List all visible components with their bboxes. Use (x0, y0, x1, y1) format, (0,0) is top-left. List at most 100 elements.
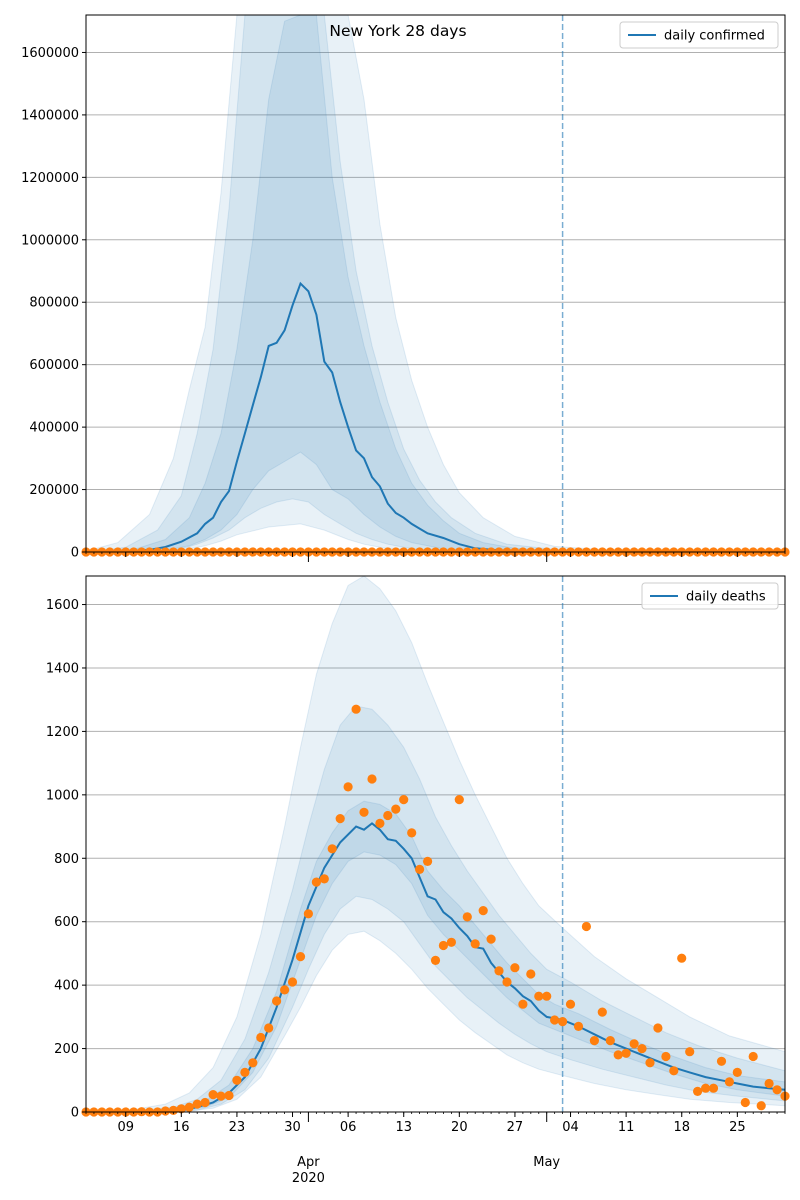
deaths-observed-points (81, 704, 790, 1117)
deaths-observed-point (732, 1067, 742, 1077)
deaths-observed-point (256, 1032, 266, 1043)
confirmed-legend: daily confirmed (619, 21, 779, 49)
deaths-observed-point (708, 1083, 719, 1093)
deaths-observed-point (423, 856, 433, 867)
confirmed-panel: 0 200000 400000 600000 800000 1000000 1200000 1… (21, 14, 790, 562)
deaths-observed-point (208, 1090, 218, 1100)
deaths-observed-point (470, 939, 480, 949)
deaths-panel: 0 200 400 600 800 1000 1200 1400 1600 09 16 23 30 06… (46, 575, 790, 1186)
deaths-observed-point (351, 704, 361, 714)
deaths-y-tick-label: 800 (54, 852, 79, 867)
deaths-observed-point (462, 912, 472, 922)
month-label-apr: Apr 2020 (292, 1155, 325, 1186)
deaths-observed-point (295, 952, 306, 962)
deaths-observed-point (526, 969, 536, 979)
confirmed-y-tick-label: 200000 (29, 483, 79, 498)
deaths-observed-point (232, 1075, 242, 1085)
deaths-gridlines (86, 604, 785, 1113)
deaths-observed-point (240, 1067, 250, 1077)
deaths-observed-point (438, 940, 448, 951)
x-tick-label: 16 (173, 1120, 190, 1135)
x-tick-label: 04 (562, 1120, 579, 1135)
deaths-legend: daily deaths (641, 582, 779, 610)
deaths-y-tick-label: 400 (54, 979, 79, 994)
confirmed-y-tick-label: 1200000 (21, 171, 79, 186)
month-label-apr-month: Apr (297, 1155, 320, 1170)
deaths-observed-point (573, 1021, 584, 1031)
deaths-observed-point (319, 874, 329, 884)
month-label-apr-year: 2020 (292, 1171, 325, 1186)
deaths-observed-point (653, 1023, 663, 1033)
deaths-observed-point (589, 1036, 600, 1046)
x-tick-label: 11 (618, 1120, 635, 1135)
confirmed-y-tick-label: 1600000 (21, 46, 79, 61)
confirmed-y-tick-label: 800000 (29, 296, 79, 311)
deaths-y-tick-label: 1600 (46, 598, 79, 613)
confirmed-legend-label: daily confirmed (664, 29, 765, 44)
confirmed-y-axis: 0 200000 400000 600000 800000 1000000 1200000 1… (21, 46, 86, 561)
deaths-observed-point (367, 774, 377, 784)
deaths-observed-point (637, 1044, 647, 1054)
deaths-observed-point (272, 996, 282, 1006)
deaths-y-tick-label: 0 (71, 1106, 79, 1121)
deaths-observed-point (446, 937, 456, 947)
deaths-observed-point (716, 1056, 727, 1066)
month-label-may: May (533, 1155, 560, 1170)
x-tick-label: 18 (673, 1120, 690, 1135)
deaths-observed-point (343, 782, 353, 792)
deaths-observed-point (756, 1101, 766, 1111)
x-tick-label: 25 (729, 1120, 746, 1135)
deaths-observed-point (224, 1090, 234, 1101)
deaths-observed-point (280, 985, 290, 995)
deaths-observed-point (478, 906, 488, 916)
deaths-observed-point (407, 828, 417, 838)
deaths-observed-point (454, 795, 464, 805)
confirmed-y-tick-label: 1000000 (21, 233, 79, 248)
deaths-y-tick-label: 1200 (46, 725, 79, 740)
deaths-observed-point (192, 1099, 202, 1109)
confirmed-y-tick-label: 400000 (29, 421, 79, 436)
deaths-observed-point (701, 1083, 711, 1093)
confirmed-x-ticks (85, 552, 786, 562)
deaths-observed-point (558, 1017, 568, 1027)
deaths-x-axis: 09 16 23 30 06 13 20 27 04 11 18 25 (85, 1112, 786, 1135)
confirmed-y-tick-label: 600000 (29, 358, 79, 373)
deaths-observed-point (494, 966, 504, 976)
deaths-legend-label: daily deaths (686, 590, 766, 605)
x-tick-label: 23 (229, 1120, 246, 1135)
x-tick-label: 20 (451, 1120, 468, 1135)
deaths-y-tick-label: 200 (54, 1042, 79, 1057)
deaths-observed-point (430, 955, 441, 966)
deaths-observed-point (359, 807, 369, 817)
deaths-y-tick-label: 1400 (46, 661, 79, 676)
x-tick-label: 06 (340, 1120, 357, 1135)
deaths-observed-point (772, 1085, 782, 1095)
deaths-observed-point (287, 977, 298, 987)
deaths-observed-point (184, 1102, 194, 1112)
chart-title: New York 28 days (329, 22, 466, 40)
deaths-observed-point (176, 1104, 186, 1114)
x-tick-label: 13 (395, 1120, 412, 1135)
x-tick-label: 27 (507, 1120, 524, 1135)
deaths-observed-point (605, 1036, 615, 1046)
deaths-observed-point (581, 921, 592, 932)
deaths-observed-point (677, 953, 687, 963)
deaths-observed-point (629, 1039, 639, 1049)
deaths-observed-point (764, 1078, 774, 1089)
deaths-observed-point (685, 1047, 695, 1057)
deaths-line (86, 822, 786, 1113)
x-tick-label: 09 (117, 1120, 134, 1135)
deaths-observed-point (391, 804, 401, 814)
deaths-observed-point (613, 1050, 623, 1060)
deaths-observed-point (502, 977, 512, 987)
confirmed-y-tick-label: 1400000 (21, 108, 79, 123)
deaths-observed-point (399, 795, 409, 805)
deaths-observed-point (542, 991, 552, 1001)
deaths-observed-point (510, 963, 520, 973)
deaths-observed-point (327, 844, 337, 854)
deaths-observed-point (248, 1058, 258, 1068)
deaths-observed-point (311, 877, 321, 887)
deaths-y-tick-label: 600 (54, 915, 79, 930)
deaths-observed-point (303, 909, 313, 919)
